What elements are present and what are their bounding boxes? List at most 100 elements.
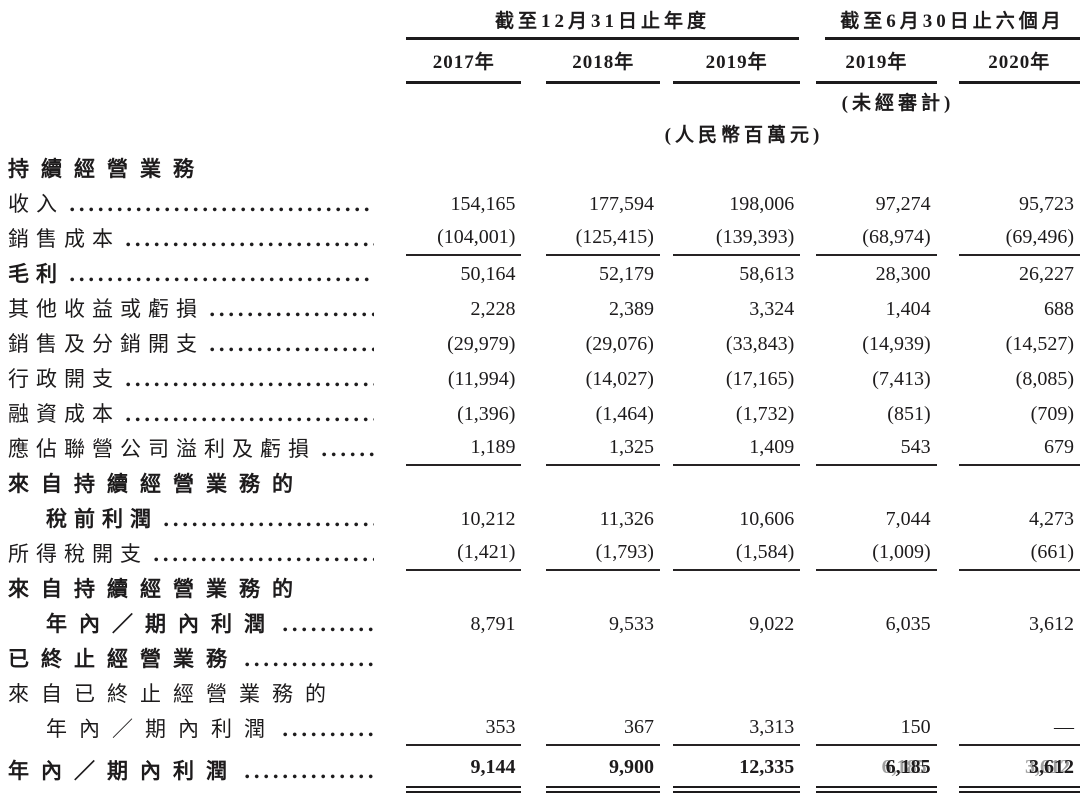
value-2019-interim: (7,413) (872, 368, 931, 390)
value-2017: 10,212 (460, 508, 516, 530)
value-2017: (29,979) (447, 333, 516, 355)
value-2019-interim: 28,300 (875, 263, 931, 285)
row-label: 毛利 (8, 262, 64, 286)
row-administrative-expenses: 行政開支 (11,994) (14,027) (17,165) (7,413) … (0, 361, 1080, 396)
value-2018: (1,793) (546, 536, 660, 571)
value-2017: 2,228 (470, 298, 516, 320)
value-2018: (14,027) (585, 368, 654, 390)
row-label: 年內／期內利潤 (46, 717, 277, 741)
value-2017: 50,164 (460, 263, 516, 285)
column-group-header-row: 截至12月31日止年度 截至6月30日止六個月 (0, 6, 1080, 40)
row-label: 來自已終止經營業務的 (8, 682, 338, 706)
row-finance-costs: 融資成本 (1,396) (1,464) (1,732) (851) (709) (0, 396, 1080, 431)
row-profit-continuing: 年內／期內利潤 8,791 9,533 9,022 6,035 3,612 (0, 606, 1080, 641)
value-2019: (17,165) (725, 368, 795, 390)
row-income-tax-expense: 所得稅開支 (1,421) (1,793) (1,584) (1,009) (6… (0, 536, 1080, 571)
row-profit-total: 年內／期內利潤 9,144 9,900 12,335 6,185 3,612 (0, 746, 1080, 793)
row-label: 年內／期內利潤 (8, 759, 239, 783)
dot-leader (322, 452, 374, 457)
value-2019: 10,606 (739, 508, 795, 530)
value-2020-interim: 679 (958, 431, 1080, 466)
row-label: 銷售及分銷開支 (8, 332, 204, 356)
row-label: 收入 (8, 192, 64, 216)
value-2020-interim: (8,085) (1015, 368, 1074, 390)
unaudited-note: (未經審計) (841, 93, 955, 114)
value-2020-interim: (14,527) (1005, 333, 1074, 355)
dot-leader (164, 522, 374, 527)
column-header-2019-interim: 2019年 (816, 40, 937, 84)
dot-leader (245, 662, 374, 667)
value-2019-interim: (14,939) (862, 333, 931, 355)
value-2019-interim: 97,274 (875, 193, 931, 215)
row-continuing-operations-header: 持續經營業務 (0, 151, 1080, 186)
row-revenue: 收入 154,165 177,594 198,006 97,274 95,723 (0, 186, 1080, 221)
value-2017: (104,001) (406, 221, 522, 256)
row-other-gains-or-losses: 其他收益或虧損 2,228 2,389 3,324 1,404 688 (0, 291, 1080, 326)
currency-unit-note: (人民幣百萬元) (664, 125, 824, 146)
dot-leader (126, 382, 374, 387)
row-share-of-associates: 應佔聯營公司溢利及虧損 1,189 1,325 1,409 543 679 (0, 431, 1080, 466)
dot-leader (126, 417, 374, 422)
value-2019-interim: 150 (816, 711, 937, 746)
value-2018: 2,389 (608, 298, 654, 320)
row-selling-distribution-expenses: 銷售及分銷開支 (29,979) (29,076) (33,843) (14,9… (0, 326, 1080, 361)
value-2020-interim: 3,612 (1029, 613, 1074, 635)
value-2017: (11,994) (447, 368, 516, 390)
value-2018: (29,076) (585, 333, 654, 355)
value-2018: 11,326 (599, 508, 654, 530)
column-header-2018: 2018年 (546, 40, 660, 84)
dot-leader (283, 627, 374, 632)
value-2017: 1,189 (406, 431, 522, 466)
row-label: 稅前利潤 (46, 507, 158, 531)
value-2020-interim: (709) (1030, 403, 1074, 425)
value-2018: 9,533 (608, 613, 654, 635)
row-pbt-continuing-prefix: 來自持續經營業務的 (0, 466, 1080, 501)
row-label: 來自持續經營業務的 (8, 472, 305, 496)
row-label: 其他收益或虧損 (8, 297, 204, 321)
value-2017: 353 (406, 711, 522, 746)
value-2018: 52,179 (598, 263, 654, 285)
row-label: 融資成本 (8, 402, 120, 426)
row-label: 年內／期內利潤 (46, 612, 277, 636)
column-header-2017: 2017年 (406, 40, 522, 84)
value-2020-interim: 95,723 (1019, 193, 1074, 215)
value-2018: 9,900 (546, 746, 661, 793)
row-label: 所得稅開支 (8, 542, 148, 566)
year-header-row: 2017年 2018年 2019年 2019年 2020年 (0, 40, 1080, 84)
value-2019-interim: 6,035 (885, 613, 931, 635)
value-2020-interim: (69,496) (958, 221, 1080, 256)
value-2019: (1,584) (672, 536, 801, 571)
dot-leader (70, 207, 374, 212)
value-2017: 154,165 (450, 193, 516, 215)
row-profit-continuing-prefix: 來自持續經營業務的 (0, 571, 1080, 606)
value-2019-interim: (851) (887, 403, 931, 425)
row-discontinued-operations-header: 已終止經營業務 (0, 641, 1080, 676)
dot-leader (283, 732, 374, 737)
value-2017: (1,396) (457, 403, 516, 425)
row-profit-discontinued-prefix: 來自已終止經營業務的 (0, 676, 1080, 711)
value-2019: (139,393) (672, 221, 801, 256)
row-gross-profit: 毛利 50,164 52,179 58,613 28,300 26,227 (0, 256, 1080, 291)
row-label: 已終止經營業務 (8, 647, 239, 671)
value-2019-interim: 6,185 (816, 746, 938, 793)
value-2017: 9,144 (406, 746, 522, 793)
value-2019: (33,843) (725, 333, 795, 355)
row-label: 銷售成本 (8, 227, 120, 251)
value-2019: 9,022 (749, 613, 795, 635)
value-2019: (1,732) (735, 403, 795, 425)
value-2018: 367 (546, 711, 660, 746)
column-header-2019: 2019年 (672, 40, 801, 84)
dot-leader (210, 312, 374, 317)
dot-leader (154, 557, 374, 562)
value-2019: 1,409 (672, 431, 801, 466)
value-2019-interim: 7,044 (885, 508, 931, 530)
row-label: 行政開支 (8, 367, 120, 391)
dot-leader (245, 774, 374, 779)
value-2020-interim: 4,273 (1029, 508, 1074, 530)
row-label: 應佔聯營公司溢利及虧損 (8, 437, 316, 461)
value-2018: (125,415) (546, 221, 660, 256)
value-2017: (1,421) (406, 536, 522, 571)
value-2019-interim: 1,404 (885, 298, 931, 320)
value-2019: 3,324 (749, 298, 795, 320)
